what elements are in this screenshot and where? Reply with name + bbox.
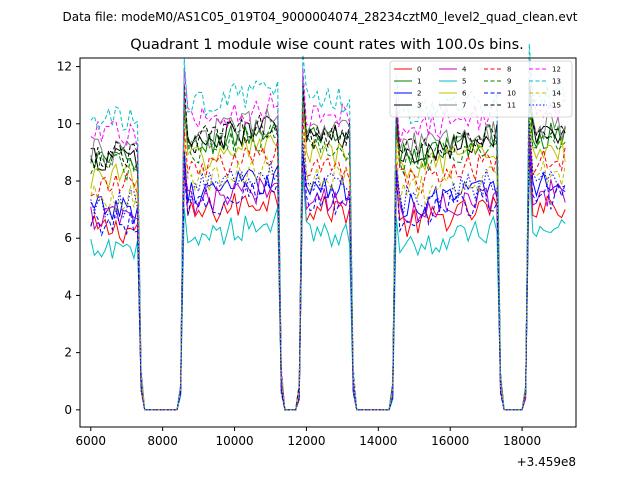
y-tick-label: 6 [64, 231, 72, 245]
legend-label-9: 9 [507, 78, 511, 86]
x-tick-label: 10000 [215, 434, 253, 448]
chart-title: Quadrant 1 module wise count rates with … [130, 37, 524, 53]
x-tick-label: 12000 [287, 434, 325, 448]
series-line-14 [90, 118, 566, 411]
y-tick-label: 12 [57, 60, 72, 74]
series-line-8 [90, 112, 566, 411]
legend-label-15: 15 [552, 102, 561, 110]
legend-label-0: 0 [417, 66, 421, 74]
plot-background [80, 58, 576, 427]
legend-label-12: 12 [552, 66, 561, 74]
x-axis: 6000 8000 10000 12000 14000 16000 18000 [76, 427, 541, 448]
series-line-13 [90, 43, 566, 411]
legend-label-6: 6 [462, 90, 467, 98]
series-line-10 [90, 149, 566, 411]
legend-label-3: 3 [417, 102, 421, 110]
legend-label-2: 2 [417, 90, 421, 98]
legend-frame [389, 60, 573, 118]
legend-label-5: 5 [462, 78, 466, 86]
y-axis: 0 2 4 6 8 10 12 [57, 60, 80, 417]
legend-label-7: 7 [462, 102, 466, 110]
y-tick-label: 10 [57, 117, 72, 131]
x-tick-label: 14000 [359, 434, 397, 448]
x-tick-label: 8000 [147, 434, 178, 448]
y-tick-label: 4 [64, 288, 72, 302]
legend-label-14: 14 [552, 90, 561, 98]
x-tick-label: 6000 [76, 434, 107, 448]
legend-label-8: 8 [507, 66, 511, 74]
series-layer [90, 43, 566, 411]
legend-label-4: 4 [462, 66, 467, 74]
series-line-15 [90, 121, 566, 411]
y-tick-label: 8 [64, 174, 72, 188]
chart-suptitle: Data file: modeM0/AS1C05_019T04_90000040… [62, 10, 577, 24]
legend-label-11: 11 [507, 102, 516, 110]
legend-label-10: 10 [507, 90, 516, 98]
legend-label-13: 13 [552, 78, 561, 86]
y-tick-label: 0 [64, 403, 72, 417]
legend-label-1: 1 [417, 78, 421, 86]
x-tick-label: 16000 [431, 434, 469, 448]
plot-area: 6000 8000 10000 12000 14000 16000 18000 0 2 4 6 8 1… [57, 43, 577, 469]
y-tick-label: 2 [64, 346, 72, 360]
plot-frame [79, 57, 577, 428]
x-tick-label: 18000 [503, 434, 541, 448]
x-offset-label: +3.459e8 [517, 455, 576, 469]
